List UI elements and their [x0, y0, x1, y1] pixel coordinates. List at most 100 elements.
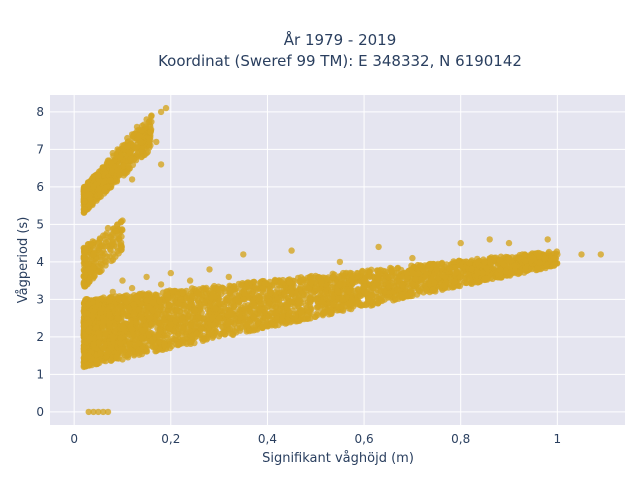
- scatter-point: [496, 257, 504, 264]
- scatter-point: [180, 325, 187, 332]
- scatter-point: [106, 297, 113, 304]
- scatter-point: [166, 340, 173, 347]
- scatter-point: [399, 273, 406, 280]
- scatter-point: [231, 288, 239, 295]
- scatter-point: [101, 187, 109, 194]
- scatter-point: [118, 346, 125, 353]
- scatter-point: [505, 239, 513, 247]
- scatter-point: [377, 287, 384, 294]
- scatter-point: [507, 269, 514, 277]
- scatter-point: [179, 337, 186, 344]
- scatter-point: [345, 288, 352, 295]
- scatter-point: [257, 295, 264, 302]
- scatter-point: [438, 260, 445, 267]
- scatter-point: [491, 254, 498, 261]
- y-tick-label: 4: [36, 255, 44, 269]
- scatter-point: [220, 329, 227, 336]
- scatter-point: [95, 329, 102, 337]
- scatter-point: [348, 296, 356, 304]
- scatter-point: [511, 262, 518, 270]
- scatter-point: [312, 284, 319, 292]
- scatter-point: [137, 138, 145, 146]
- scatter-point: [107, 247, 114, 254]
- scatter-point: [179, 315, 186, 322]
- scatter-point: [339, 269, 347, 277]
- scatter-point: [95, 301, 102, 308]
- scatter-point: [215, 299, 223, 307]
- scatter-point: [336, 258, 344, 266]
- scatter-point: [189, 314, 196, 321]
- scatter-point: [117, 239, 125, 246]
- scatter-point: [182, 309, 189, 317]
- scatter-point: [125, 304, 132, 311]
- scatter-point: [90, 408, 97, 416]
- scatter-point: [102, 258, 110, 266]
- scatter-point: [164, 291, 171, 298]
- scatter-point: [536, 259, 543, 267]
- scatter-point: [226, 326, 233, 333]
- scatter-point: [279, 317, 286, 324]
- scatter-point: [431, 279, 438, 286]
- scatter-point: [81, 309, 89, 317]
- scatter-point: [274, 307, 282, 314]
- scatter-point: [80, 363, 88, 371]
- scatter-point: [88, 361, 95, 369]
- scatter-point: [235, 321, 243, 328]
- scatter-point: [306, 299, 314, 306]
- scatter-point: [119, 277, 126, 284]
- scatter-point: [218, 290, 225, 298]
- y-tick-label: 0: [36, 405, 44, 419]
- scatter-point: [407, 289, 414, 297]
- scatter-point: [154, 311, 162, 318]
- scatter-point: [157, 161, 165, 168]
- scatter-point: [87, 256, 94, 263]
- scatter-point: [95, 239, 102, 247]
- scatter-point: [156, 297, 163, 305]
- scatter-point: [102, 330, 109, 337]
- scatter-point: [240, 288, 247, 295]
- y-tick-label: 1: [36, 367, 44, 381]
- scatter-point: [114, 146, 121, 153]
- scatter-point: [143, 116, 150, 123]
- scatter-point: [409, 254, 416, 262]
- scatter-point: [152, 331, 159, 338]
- scatter-point: [186, 277, 194, 284]
- scatter-point: [100, 408, 107, 416]
- x-tick-label: 1: [554, 432, 562, 446]
- scatter-point: [215, 314, 223, 322]
- scatter-point: [96, 359, 103, 366]
- scatter-point: [95, 408, 102, 416]
- scatter-point: [107, 357, 115, 364]
- scatter-point: [151, 343, 159, 350]
- scatter-point: [128, 131, 136, 138]
- x-tick-label: 0,8: [451, 432, 470, 446]
- scatter-point: [286, 279, 293, 286]
- scatter-point: [117, 339, 124, 346]
- scatter-point: [438, 265, 445, 272]
- scatter-point: [154, 292, 161, 299]
- scatter-point: [374, 274, 381, 281]
- scatter-point: [85, 352, 92, 359]
- scatter-point: [227, 308, 234, 315]
- scatter-point: [500, 261, 507, 268]
- scatter-point: [87, 241, 94, 248]
- scatter-point: [359, 268, 366, 275]
- scatter-point: [80, 206, 88, 213]
- scatter-point: [164, 332, 171, 339]
- scatter-point: [175, 341, 182, 348]
- scatter-point: [138, 127, 145, 134]
- scatter-point: [522, 265, 529, 272]
- scatter-point: [100, 164, 107, 172]
- scatter-point: [96, 191, 104, 198]
- scatter-point: [116, 303, 124, 311]
- scatter-point: [354, 272, 361, 280]
- scatter-point: [446, 265, 453, 272]
- scatter-point: [120, 295, 127, 302]
- scatter-point: [139, 327, 146, 334]
- scatter-point: [145, 303, 153, 311]
- scatter-point: [279, 312, 286, 320]
- scatter-point: [457, 262, 464, 269]
- scatter-point: [220, 285, 227, 292]
- scatter-point: [306, 294, 314, 301]
